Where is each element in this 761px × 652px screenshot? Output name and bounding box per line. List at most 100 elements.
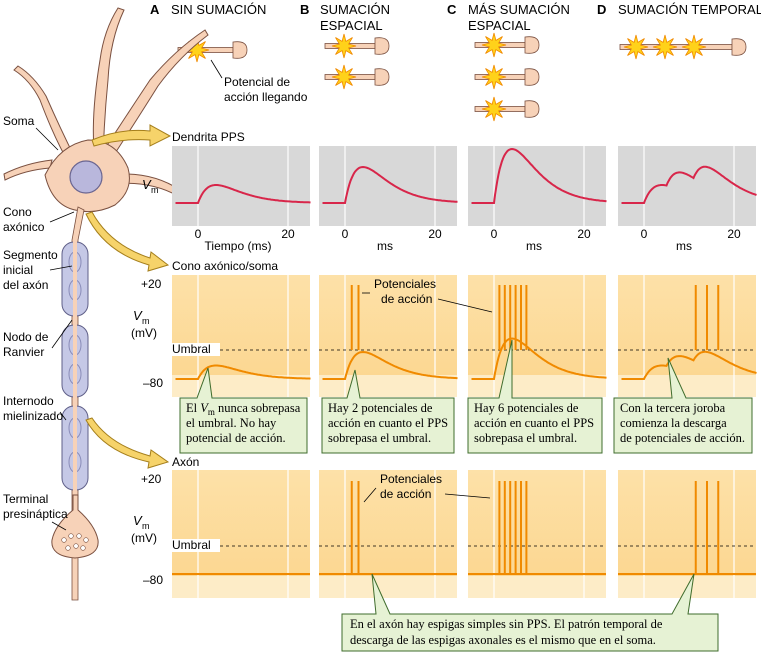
svg-text:comienza la descarga: comienza la descarga bbox=[620, 416, 727, 430]
soma-potential-b bbox=[322, 350, 458, 380]
column-header-d: D SUMACIÓN TEMPORAL bbox=[597, 2, 761, 17]
soma-panel-c bbox=[468, 275, 607, 397]
svg-text:B: B bbox=[300, 2, 309, 17]
svg-text:(mV): (mV) bbox=[131, 326, 157, 340]
epsp-trace-c bbox=[471, 147, 607, 204]
svg-text:MÁS SUMACIÓN: MÁS SUMACIÓN bbox=[468, 2, 570, 17]
column-header-a: A SIN SUMACIÓN bbox=[150, 2, 266, 17]
section-arrows bbox=[85, 124, 172, 469]
svg-text:SUMACIÓN: SUMACIÓN bbox=[320, 2, 390, 17]
soma-panel-a bbox=[172, 275, 311, 397]
svg-text:Con la tercera joroba: Con la tercera joroba bbox=[620, 401, 726, 415]
svg-text:–80: –80 bbox=[143, 376, 163, 390]
svg-text:de acción: de acción bbox=[380, 487, 431, 501]
epsp-panel-d: 0 20 ms bbox=[618, 146, 757, 253]
svg-text:presináptica: presináptica bbox=[3, 507, 68, 521]
svg-text:SIN SUMACIÓN: SIN SUMACIÓN bbox=[171, 2, 266, 17]
svg-text:Terminal: Terminal bbox=[3, 492, 48, 506]
ap-label-soma: Potenciales de acción bbox=[362, 277, 493, 313]
axon-panel-c bbox=[468, 470, 606, 598]
star-burst-icon bbox=[481, 64, 507, 90]
svg-text:Potenciales: Potenciales bbox=[374, 277, 436, 291]
svg-text:m: m bbox=[142, 521, 150, 531]
svg-text:acción en cuanto el PPS: acción en cuanto el PPS bbox=[474, 416, 594, 430]
svg-text:descarga de las espigas axonal: descarga de las espigas axonales es el m… bbox=[350, 633, 656, 647]
epsp-axis-label: V m bbox=[142, 177, 159, 195]
svg-text:Segmento: Segmento bbox=[3, 248, 58, 262]
svg-text:inicial: inicial bbox=[3, 263, 33, 277]
svg-text:Hay 2 potenciales de: Hay 2 potenciales de bbox=[328, 401, 433, 415]
tick-label: 0 bbox=[342, 227, 349, 241]
svg-text:V: V bbox=[133, 513, 143, 528]
soma-potential-d bbox=[621, 350, 757, 380]
svg-text:de acción: de acción bbox=[381, 292, 432, 306]
callout-a: El Vm nunca sobrepasa el umbral. No hay … bbox=[179, 367, 308, 454]
svg-text:–80: –80 bbox=[143, 573, 163, 587]
callout-d: Con la tercera joroba comienza la descar… bbox=[613, 357, 753, 454]
svg-text:Internodo: Internodo bbox=[3, 394, 54, 408]
svg-text:En el axón hay espigas simples: En el axón hay espigas simples sin PPS. … bbox=[350, 617, 663, 631]
section-cono: Cono axónico/soma bbox=[172, 259, 278, 273]
epsp-panel-a: 0 20 Tiempo (ms) bbox=[172, 146, 311, 253]
stimulus-label: Potencial de acción llegando bbox=[210, 59, 308, 104]
callout-b: Hay 2 potenciales de acción en cuanto el… bbox=[321, 369, 455, 454]
axon-panel-a bbox=[172, 470, 310, 598]
svg-text:el umbral. No hay: el umbral. No hay bbox=[186, 416, 277, 430]
stimulus-axon-b1 bbox=[324, 33, 390, 59]
epsp-panel-b: 0 20 ms bbox=[319, 146, 458, 253]
stimulus-axon-c2 bbox=[474, 64, 540, 90]
star-burst-icon bbox=[331, 64, 357, 90]
svg-text:m: m bbox=[142, 316, 150, 326]
tick-label: 20 bbox=[428, 227, 442, 241]
callout-axon: En el axón hay espigas simples sin PPS. … bbox=[341, 573, 719, 652]
svg-text:Cono: Cono bbox=[3, 205, 32, 219]
tick-label: 20 bbox=[577, 227, 591, 241]
soma-panel-b bbox=[319, 275, 458, 397]
tick-label: 20 bbox=[727, 227, 741, 241]
svg-text:(mV): (mV) bbox=[131, 531, 157, 545]
epsp-trace-a bbox=[175, 184, 311, 204]
star-burst-icon bbox=[481, 96, 507, 122]
svg-text:Ranvier: Ranvier bbox=[3, 345, 44, 359]
axon-panel-b bbox=[319, 470, 457, 598]
neuron-illustration bbox=[3, 7, 209, 601]
svg-text:sobrepasa el umbral.: sobrepasa el umbral. bbox=[328, 431, 431, 445]
star-burst-icon bbox=[681, 34, 707, 60]
epsp-trace-b bbox=[322, 165, 458, 204]
callout-c: Hay 6 potenciales de acción en cuanto el… bbox=[467, 339, 603, 454]
tick-label: 0 bbox=[491, 227, 498, 241]
svg-text:Hay 6 potenciales de: Hay 6 potenciales de bbox=[474, 401, 579, 415]
column-header-c: C MÁS SUMACIÓN ESPACIAL bbox=[447, 2, 570, 33]
svg-text:axónico: axónico bbox=[3, 220, 45, 234]
soma-potential-a bbox=[175, 364, 311, 380]
svg-text:+20: +20 bbox=[141, 472, 162, 486]
threshold-label-bg bbox=[168, 539, 220, 552]
tick-label: 20 bbox=[281, 227, 295, 241]
axon-axis-labels: +20 V m (mV) –80 bbox=[131, 472, 163, 587]
threshold-label-bg bbox=[168, 343, 220, 356]
svg-text:ESPACIAL: ESPACIAL bbox=[468, 18, 531, 33]
soma-potential-c bbox=[471, 337, 607, 380]
svg-text:sobrepasa el umbral.: sobrepasa el umbral. bbox=[474, 431, 577, 445]
svg-text:V: V bbox=[133, 308, 143, 323]
stimulus-axon-d bbox=[619, 34, 747, 60]
star-burst-icon bbox=[623, 34, 649, 60]
epsp-trace-d bbox=[621, 165, 757, 204]
tick-label: 0 bbox=[195, 227, 202, 241]
svg-text:acción llegando: acción llegando bbox=[224, 90, 308, 104]
star-burst-icon bbox=[652, 34, 678, 60]
svg-text:Nodo de: Nodo de bbox=[3, 330, 49, 344]
svg-text:acción en cuanto el PPS: acción en cuanto el PPS bbox=[328, 416, 448, 430]
x-axis-label: Tiempo (ms) bbox=[205, 239, 272, 253]
svg-text:Potenciales: Potenciales bbox=[380, 472, 442, 486]
axon-panel-d bbox=[618, 470, 756, 598]
svg-text:de potenciales de acción.: de potenciales de acción. bbox=[620, 431, 745, 445]
threshold-label-axon: Umbral bbox=[172, 538, 211, 552]
stimulus-axon-c1 bbox=[474, 32, 540, 58]
x-axis-label: ms bbox=[526, 239, 542, 253]
stimulus-axon-b2 bbox=[324, 64, 390, 90]
svg-text:A: A bbox=[150, 2, 160, 17]
stimulus-axon-c3 bbox=[474, 96, 540, 122]
epsp-panel-c: 0 20 ms bbox=[468, 146, 607, 253]
